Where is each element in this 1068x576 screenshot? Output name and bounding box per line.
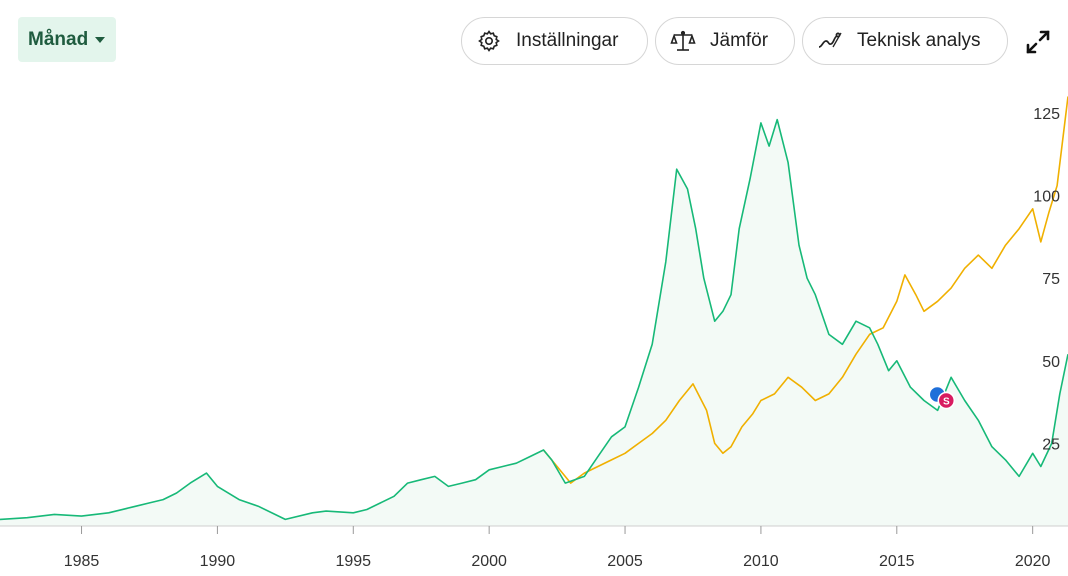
tech-label: Teknisk analys <box>857 30 981 51</box>
y-tick-label: 125 <box>1033 106 1060 123</box>
series-line-primary <box>0 118 1068 521</box>
y-tick-label: 50 <box>1042 354 1060 371</box>
x-tick-label: 2005 <box>607 553 643 570</box>
chart-toolbar: Månad Inställningar Jämför <box>0 0 1068 80</box>
event-marker[interactable]: S <box>928 385 956 410</box>
x-tick-label: 2015 <box>879 553 915 570</box>
price-chart[interactable]: 1985 1990 1995 2000 2005 2010 2015 2020 25 50 75 1… <box>0 80 1068 576</box>
settings-label: Inställningar <box>516 30 619 51</box>
area-fill-primary <box>0 119 1068 526</box>
x-tick-label: 2020 <box>1015 553 1051 570</box>
y-tick-label: 25 <box>1042 436 1060 453</box>
chart-canvas: 1985 1990 1995 2000 2005 2010 2015 2020 25 50 75 1… <box>0 96 1068 570</box>
compare-label: Jämför <box>710 30 769 51</box>
fullscreen-icon[interactable] <box>1023 27 1053 57</box>
x-tick-label: 1990 <box>200 553 236 570</box>
gear-icon <box>476 28 502 54</box>
y-tick-label: 75 <box>1042 271 1060 288</box>
trend-line-icon <box>817 28 843 54</box>
marker-red-icon[interactable] <box>937 391 956 410</box>
caret-down-icon <box>95 36 106 43</box>
settings-button[interactable]: Inställningar <box>461 17 648 65</box>
compare-button[interactable]: Jämför <box>655 17 795 65</box>
x-tick-label: 1985 <box>64 553 100 570</box>
period-label: Månad <box>28 28 89 50</box>
period-dropdown[interactable]: Månad <box>18 17 116 62</box>
x-tick-label: 2010 <box>743 553 779 570</box>
y-tick-label: 100 <box>1033 189 1060 206</box>
technical-analysis-button[interactable]: Teknisk analys <box>802 17 1008 65</box>
x-tick-label: 1995 <box>335 553 371 570</box>
x-tick-label: 2000 <box>471 553 507 570</box>
scale-icon <box>670 28 696 54</box>
marker-label: S <box>943 396 950 407</box>
series-line-compare <box>542 96 1068 484</box>
